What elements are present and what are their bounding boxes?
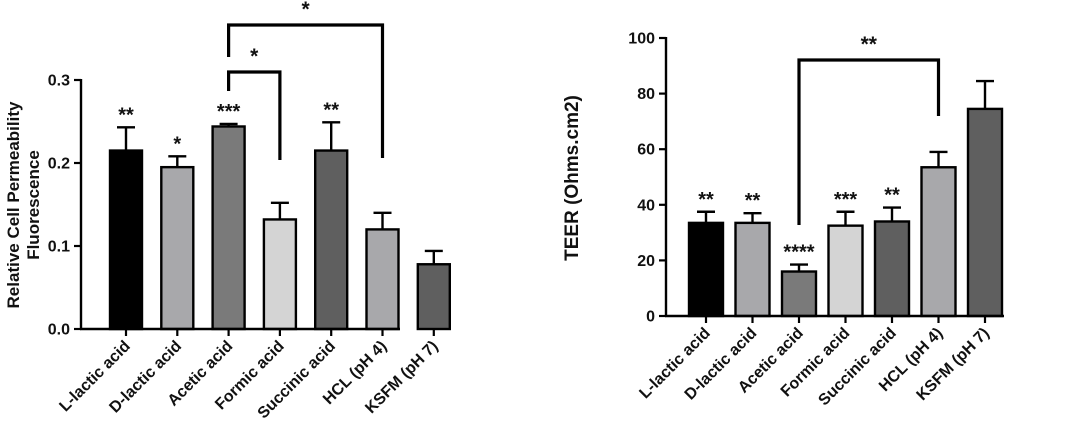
- significance-label: ***: [217, 101, 241, 123]
- bar-0: [687, 221, 725, 318]
- bracket-label: **: [861, 33, 878, 56]
- significance-label: ****: [783, 242, 814, 264]
- bar-1: [734, 221, 771, 318]
- y-tick-label: 0.1: [48, 239, 70, 256]
- significance-label: **: [118, 104, 134, 126]
- significance-bracket: [797, 58, 941, 225]
- y-tick-label: 20: [637, 253, 655, 270]
- permeability-chart: ****** ****0.00.10.20.3L-lactic acidD-lac…: [4, 0, 451, 422]
- chart-0-plot: ****** ****0.00.10.20.3L-lactic acidD-lac…: [4, 0, 451, 422]
- bar-4: [873, 220, 911, 318]
- y-tick-label: 0.0: [48, 322, 70, 339]
- y-tick-label: 40: [637, 197, 655, 214]
- y-tick-label: 60: [637, 142, 655, 159]
- y-axis-title: TEER (Ohms.cm2): [562, 95, 583, 261]
- significance-label: **: [745, 190, 761, 212]
- y-axis-title: Relative Cell Permeability: [4, 101, 23, 308]
- bar-1: [160, 165, 195, 331]
- bracket-label: *: [250, 45, 259, 68]
- y-tick-label: 100: [628, 31, 655, 48]
- bar-5: [365, 228, 400, 331]
- significance-label: **: [884, 185, 900, 207]
- bar-3: [262, 218, 298, 331]
- bar-2: [780, 270, 818, 318]
- y-tick-label: 80: [637, 86, 655, 103]
- bar-2: [211, 125, 246, 331]
- bar-3: [827, 224, 864, 318]
- y-tick-label: 0: [646, 309, 655, 326]
- y-axis-title: Fluorescence: [24, 150, 43, 260]
- bar-4: [314, 149, 349, 331]
- significance-label: ***: [834, 189, 858, 211]
- bar-6: [966, 107, 1004, 318]
- significance-label: **: [698, 189, 714, 211]
- significance-label: *: [173, 133, 181, 155]
- bar-6: [416, 263, 451, 331]
- significance-label: **: [323, 99, 339, 121]
- y-tick-label: 0.2: [48, 156, 70, 173]
- bar-0: [108, 149, 144, 331]
- bracket-label: *: [301, 0, 310, 21]
- significance-bracket: [227, 23, 385, 158]
- significance-bracket: [227, 70, 282, 160]
- bar-5: [920, 166, 957, 318]
- y-tick-label: 0.3: [48, 73, 70, 90]
